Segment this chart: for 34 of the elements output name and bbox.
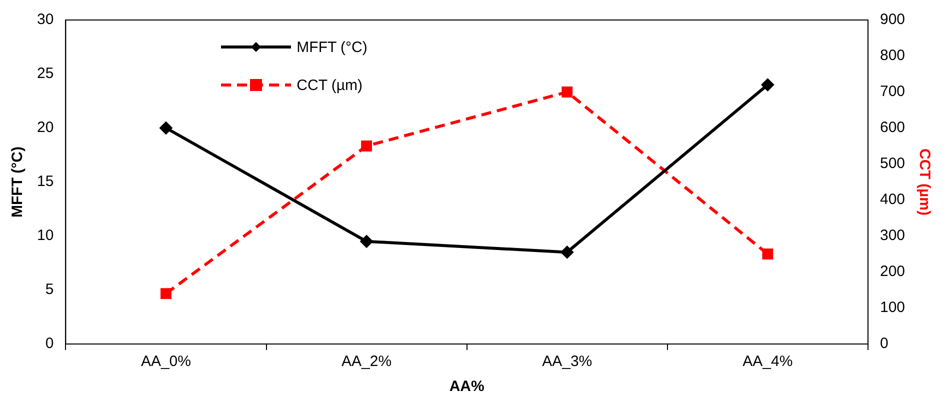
point xyxy=(159,122,172,134)
point xyxy=(160,288,172,300)
y-axis-title: MFFT (°C) xyxy=(9,146,26,218)
y-tick-label: 30 xyxy=(36,11,54,28)
y2-tick-label: 700 xyxy=(880,83,906,100)
point xyxy=(762,248,774,260)
point xyxy=(560,246,574,259)
y-tick-label: 15 xyxy=(36,173,54,190)
y-tick-label: 5 xyxy=(45,281,54,298)
point xyxy=(361,140,372,152)
y-tick-label: 10 xyxy=(36,227,54,244)
y2-tick-label: 0 xyxy=(880,335,888,352)
x-tick-label: AA_4% xyxy=(742,353,793,370)
y2-tick-label: 200 xyxy=(880,263,906,280)
y2-tick-label: 600 xyxy=(880,119,906,136)
x-tick-label: AA_2% xyxy=(342,353,392,370)
x-axis-title: AA% xyxy=(449,378,484,396)
y-tick-label: 0 xyxy=(45,335,54,352)
y2-tick-label: 900 xyxy=(880,11,906,28)
y2-tick-label: 800 xyxy=(880,47,906,64)
x-tick-label: AA_3% xyxy=(542,353,592,370)
y-tick-label: 25 xyxy=(36,65,54,82)
legend-label: CCT (µm) xyxy=(296,76,363,94)
y-tick-label: 20 xyxy=(36,119,54,136)
point xyxy=(562,86,573,98)
y2-tick-label: 500 xyxy=(880,155,906,172)
point xyxy=(360,234,374,248)
legend-label: MFFT (°C) xyxy=(296,38,368,56)
point xyxy=(761,78,774,92)
y2-tick-label: 300 xyxy=(880,227,906,244)
y2-tick-label: 100 xyxy=(880,299,906,316)
y2-axis-title: CCT (µm) xyxy=(916,148,933,216)
y2-tick-label: 400 xyxy=(880,191,906,208)
x-tick-label: AA_0% xyxy=(140,353,191,370)
